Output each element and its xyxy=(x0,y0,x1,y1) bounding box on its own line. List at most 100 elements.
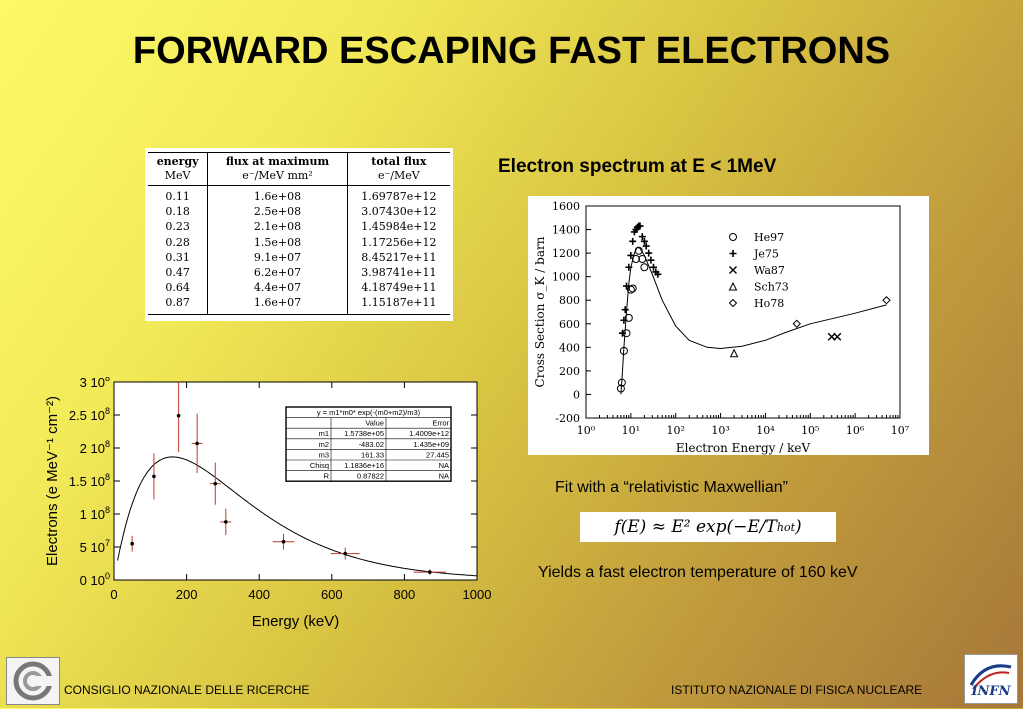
data-point xyxy=(343,551,348,556)
table-cell: 8.45217e+11 xyxy=(361,250,437,264)
plot-frame xyxy=(585,205,901,419)
data-point-je75 xyxy=(640,237,648,245)
fit-table-cell: m3 xyxy=(319,450,329,459)
y-tick-exponent: 0 xyxy=(105,571,110,581)
y-tick-label: 200 xyxy=(559,365,580,378)
table-cell: 2.5e+08 xyxy=(207,204,348,220)
table-row: 0.31 9.1e+07 8.45217e+11 xyxy=(148,249,450,266)
cnr-logo xyxy=(6,657,60,705)
data-point-he97 xyxy=(638,255,647,263)
table-cell: 4.4e+07 xyxy=(207,280,348,296)
x-tick-label: 10⁷ xyxy=(891,424,910,437)
y-tick-exponent: 8 xyxy=(105,377,110,383)
y-tick-label: 1400 xyxy=(552,224,580,237)
formula-subscript: hot xyxy=(776,520,796,534)
data-point xyxy=(428,570,432,574)
table-row: 0.23 2.1e+08 1.45984e+12 xyxy=(148,219,450,235)
data-point-je75 xyxy=(629,237,637,245)
data-point-wa87 xyxy=(833,332,842,341)
data-point-he97 xyxy=(617,378,626,387)
fit-table-cell: 1.435e+09 xyxy=(413,440,449,449)
data-point-je75 xyxy=(623,282,631,290)
table-cell: 0.64 xyxy=(148,280,209,296)
x-axis-label: Energy (keV) xyxy=(252,613,340,630)
x-axis-label: Electron Energy / keV xyxy=(676,441,811,455)
y-tick-label: 2.5 108 xyxy=(69,406,110,423)
table-cell: 2.1e+08 xyxy=(207,219,348,235)
data-point xyxy=(224,520,228,524)
fit-curve xyxy=(117,456,478,577)
data-point xyxy=(152,474,156,479)
data-point-je75 xyxy=(642,242,650,250)
infn-logo: INFN xyxy=(964,654,1018,704)
y-tick-mantissa: 2 10 xyxy=(80,441,105,456)
table-cell: 1.15187e+11 xyxy=(347,295,450,315)
table-row: 0.11 1.6e+08 1.69787e+12 xyxy=(148,185,450,205)
y-tick-exponent: 8 xyxy=(105,472,110,482)
y-axis-label: Cross Section σ_K / barn xyxy=(533,236,547,387)
legend-marker-he97 xyxy=(729,233,737,241)
header-flux-max-unit: e⁻/MeV mm² xyxy=(207,169,348,186)
y-tick-label: 1 108 xyxy=(80,505,110,522)
legend-marker-je75 xyxy=(729,250,737,257)
data-point-he97 xyxy=(626,285,635,294)
legend-label: Sch73 xyxy=(754,281,789,294)
fit-table-cell: 0.87822 xyxy=(357,472,384,481)
fit-table-cell: -483.02 xyxy=(359,440,384,449)
y-tick-label: 0 100 xyxy=(80,571,110,588)
legend-label: Wa87 xyxy=(754,264,785,277)
fit-table-cell: 1.5738e+05 xyxy=(344,429,384,438)
table-cell: 0.31 xyxy=(148,249,209,266)
x-tick-label: 1000 xyxy=(463,587,492,602)
table-cell: 1.6e+07 xyxy=(207,295,348,315)
y-tick-label: 2 108 xyxy=(80,439,110,456)
theory-curve xyxy=(620,246,887,395)
table-row: 0.87 1.6e+07 1.15187e+11 xyxy=(148,295,450,315)
x-tick-label: 10⁴ xyxy=(756,424,775,437)
data-point-he97 xyxy=(640,263,649,272)
data-point-je75 xyxy=(650,263,658,271)
y-tick-label: 0 xyxy=(573,388,580,401)
header-total-flux-unit: e⁻/MeV xyxy=(347,169,450,186)
legend-marker-ho78 xyxy=(728,298,738,308)
y-axis-label: Electrons (e MeV⁻¹ cm⁻²) xyxy=(44,396,61,566)
fit-table-cell: 1.4009e+12 xyxy=(409,429,449,438)
y-tick-mantissa: 5 10 xyxy=(80,540,105,555)
footer-infn: ISTITUTO NAZIONALE DI FISICA NUCLEARE xyxy=(671,683,923,697)
data-point-he97 xyxy=(631,255,640,263)
fit-table-cell: 161.33 xyxy=(361,450,384,459)
table-cell: 1.17256e+12 xyxy=(361,235,437,249)
y-tick-exponent: 8 xyxy=(105,406,110,416)
legend-marker-wa87 xyxy=(729,266,737,274)
x-tick-label: 10⁵ xyxy=(801,424,819,437)
y-tick-label: 1200 xyxy=(552,247,580,260)
y-tick-label: 1600 xyxy=(552,200,580,213)
y-tick-label: 3 108 xyxy=(80,377,110,390)
y-tick-exponent: 8 xyxy=(105,439,110,449)
y-tick-mantissa: 2.5 10 xyxy=(69,408,105,423)
data-point xyxy=(281,539,286,544)
cross-section-chart: -200 0 200 400 600 800 1000 1200 1400 1600 10⁰ 10¹ 1… xyxy=(528,196,929,455)
x-tick-label: 10¹ xyxy=(622,424,640,437)
fit-table-cell: m2 xyxy=(319,440,329,449)
fit-description: Fit with a “relativistic Maxwellian” xyxy=(555,479,788,496)
table-row: 0.47 6.2e+07 3.98741e+11 xyxy=(148,265,450,281)
data-point-he97 xyxy=(624,313,633,322)
table-cell: 0.47 xyxy=(148,265,209,281)
data-point-je75 xyxy=(636,222,644,230)
fit-table-cell: Chisq xyxy=(310,461,329,470)
y-tick-label: -200 xyxy=(555,412,580,425)
table-cell: 4.18749e+11 xyxy=(361,281,437,295)
x-tick-label: 200 xyxy=(176,587,198,602)
y-tick-label: 400 xyxy=(559,341,580,354)
y-tick-exponent: 7 xyxy=(105,538,110,548)
header-flux-max: flux at maximum xyxy=(207,152,348,169)
data-point-he97 xyxy=(619,346,628,355)
x-tick-label: 10² xyxy=(667,424,685,437)
data-point-je75 xyxy=(621,306,629,314)
legend-label: Ho78 xyxy=(754,297,784,310)
table-cell: 0.87 xyxy=(148,295,209,315)
y-tick-exponent: 8 xyxy=(105,505,110,515)
table-cell: 3.07430e+12 xyxy=(361,205,437,219)
data-point xyxy=(176,413,181,418)
